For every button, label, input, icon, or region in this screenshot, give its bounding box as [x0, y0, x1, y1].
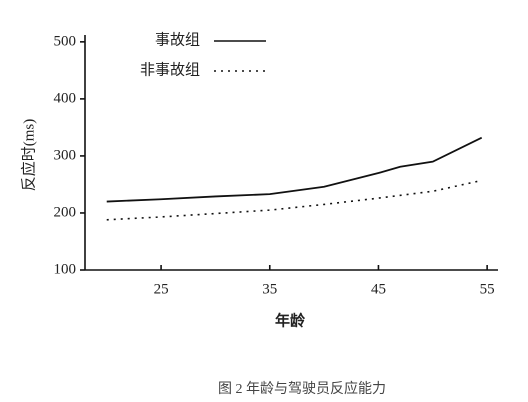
legend-label: 事故组	[155, 31, 200, 48]
x-axis-label: 年龄	[275, 311, 306, 329]
x-tick-label: 35	[262, 281, 277, 297]
legend-label: 非事故组	[140, 61, 200, 78]
series-line	[106, 179, 482, 221]
y-tick-label: 100	[54, 261, 77, 277]
y-axis-label: 反应时(ms)	[19, 119, 37, 192]
x-tick-label: 45	[371, 281, 386, 297]
x-tick-label: 25	[154, 281, 169, 297]
x-tick-label: 55	[480, 281, 495, 297]
y-tick-label: 200	[54, 204, 77, 220]
y-tick-label: 300	[54, 147, 77, 163]
series-line	[106, 136, 483, 203]
y-tick-label: 400	[54, 90, 77, 106]
y-tick-label: 500	[54, 33, 77, 49]
figure-caption: 图 2 年龄与驾驶员反应能力	[218, 380, 386, 397]
